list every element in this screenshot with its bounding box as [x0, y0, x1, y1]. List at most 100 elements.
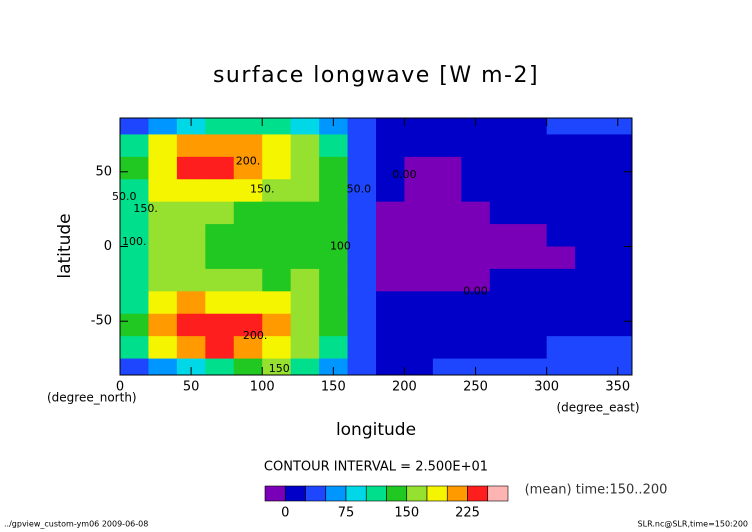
- field-cell: [148, 134, 178, 158]
- field-cell: [148, 268, 178, 292]
- field-cell: [347, 118, 377, 136]
- field-cell: [233, 336, 263, 360]
- field-cell: [148, 291, 178, 315]
- field-cell: [518, 358, 548, 375]
- field-cell: [347, 336, 377, 360]
- field-cell: [290, 313, 320, 337]
- field-cell: [518, 179, 548, 203]
- field-cell: [347, 291, 377, 315]
- field-cell: [489, 268, 519, 292]
- field-cell: [575, 313, 605, 337]
- field-cell: [603, 134, 632, 158]
- field-cell: [432, 201, 462, 225]
- field-cell: [148, 336, 178, 360]
- field-cell: [176, 201, 206, 225]
- field-cell: [290, 156, 320, 180]
- field-cell: [120, 268, 150, 292]
- field-cell: [432, 336, 462, 360]
- field-cell: [432, 268, 462, 292]
- field-cell: [176, 134, 206, 158]
- field-cell: [376, 313, 406, 337]
- note: (mean) time:150..200: [525, 483, 668, 498]
- field-cell: [347, 313, 377, 337]
- field-cell: [176, 336, 206, 360]
- field-cell: [575, 224, 605, 248]
- field-cell: [461, 224, 491, 248]
- field-cell: [347, 268, 377, 292]
- x-tick-label: 50: [183, 380, 200, 395]
- field-cell: [575, 156, 605, 180]
- field-cell: [489, 358, 519, 375]
- x-tick-label: 200: [392, 380, 417, 395]
- field-cell: [489, 313, 519, 337]
- field-cell: [432, 313, 462, 337]
- field-cell: [546, 313, 576, 337]
- field-cell: [376, 291, 406, 315]
- x-tick-label: 300: [534, 380, 559, 395]
- field-cell: [148, 179, 178, 203]
- colorbar-tick-label: 150: [394, 506, 419, 521]
- field-cell: [319, 291, 349, 315]
- field-cell: [148, 313, 178, 337]
- field-cell: [603, 268, 632, 292]
- field-cell: [233, 358, 263, 375]
- field-cell: [290, 336, 320, 360]
- field-cell: [120, 358, 150, 375]
- field-cell: [148, 118, 178, 136]
- field-cell: [205, 336, 235, 360]
- field-cell: [205, 313, 235, 337]
- field-cell: [205, 118, 235, 136]
- field-cell: [319, 224, 349, 248]
- field-cell: [290, 224, 320, 248]
- field-cell: [347, 201, 377, 225]
- field-cell: [518, 291, 548, 315]
- field-cell: [120, 336, 150, 360]
- field-cell: [205, 156, 235, 180]
- field-cell: [262, 246, 292, 270]
- field-cell: [603, 179, 632, 203]
- field-cell: [205, 224, 235, 248]
- x-tick-label: 350: [605, 380, 630, 395]
- field-cell: [148, 224, 178, 248]
- colorbar-box: [406, 485, 428, 502]
- contour-label: 150: [269, 362, 290, 375]
- field-cell: [518, 246, 548, 270]
- field-cell: [432, 291, 462, 315]
- field-cell: [461, 358, 491, 375]
- y-tick-label: 50: [95, 164, 112, 179]
- field-cell: [603, 291, 632, 315]
- field-cell: [376, 358, 406, 375]
- colorbar-box: [446, 485, 468, 502]
- field-cell: [262, 224, 292, 248]
- field-cell: [233, 313, 263, 337]
- field-cell: [176, 224, 206, 248]
- field-cell: [575, 268, 605, 292]
- field-cell: [148, 201, 178, 225]
- field-cell: [233, 179, 263, 203]
- contour-interval: CONTOUR INTERVAL = 2.500E+01: [264, 460, 488, 475]
- field-cell: [603, 358, 632, 375]
- y-axis-unit: (degree_north): [47, 391, 137, 405]
- footer-left: ../gpview_custom-ym06 2009-06-08: [4, 520, 148, 529]
- field-cell: [603, 224, 632, 248]
- y-axis-label: latitude: [55, 213, 75, 278]
- y-tick-label: 0: [104, 239, 112, 254]
- colorbar-box: [345, 485, 367, 502]
- field-cell: [290, 246, 320, 270]
- colorbar-box: [426, 485, 448, 502]
- field-cell: [290, 268, 320, 292]
- field-cell: [205, 358, 235, 375]
- field-cell: [319, 179, 349, 203]
- x-tick-label: 100: [250, 380, 275, 395]
- field-cell: [262, 268, 292, 292]
- contour-label: 0.00: [463, 284, 488, 297]
- field-cell: [262, 118, 292, 136]
- field-cell: [176, 268, 206, 292]
- field-cell: [120, 179, 150, 203]
- field-cell: [546, 268, 576, 292]
- field-cell: [603, 156, 632, 180]
- field-cell: [432, 246, 462, 270]
- field-cell: [120, 224, 150, 248]
- field-cell: [603, 201, 632, 225]
